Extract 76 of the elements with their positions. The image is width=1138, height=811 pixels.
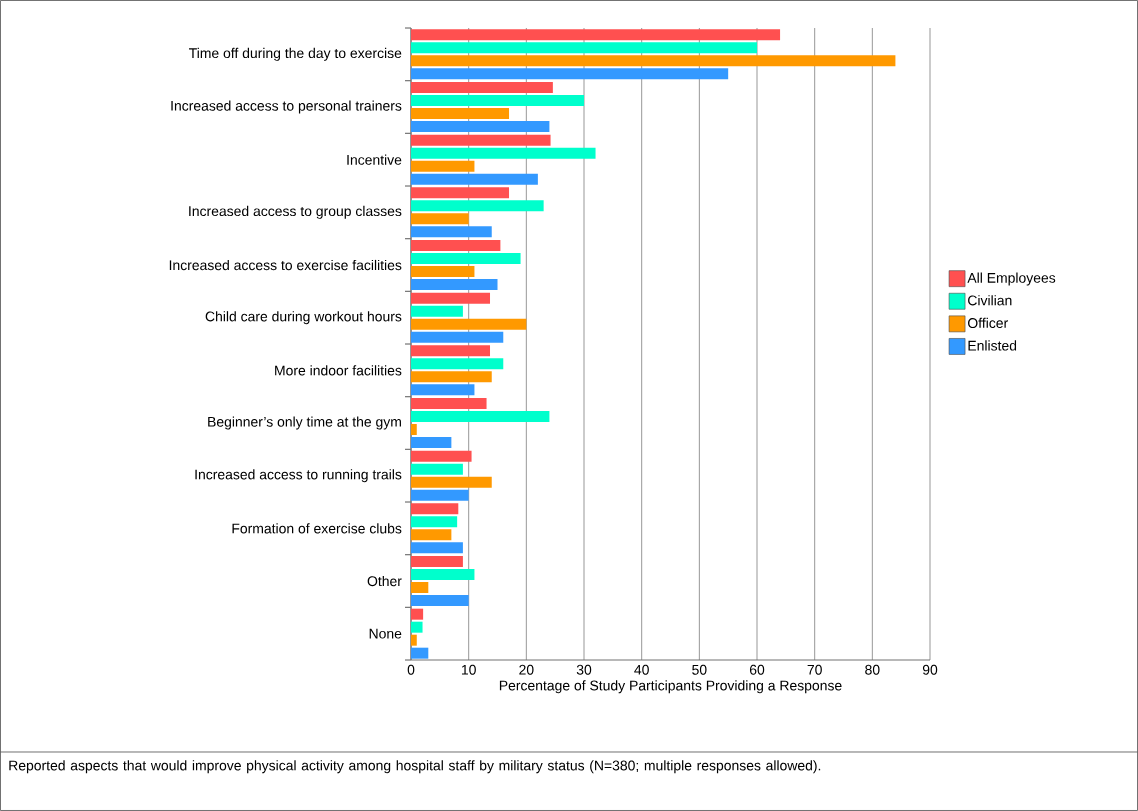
bar [411,331,504,343]
y-tick-label: Incentive [347,154,402,165]
x-axis-title: Percentage of Study Participants Providing a Response [499,680,842,694]
bar [411,345,491,357]
x-tick-label: 20 [519,664,534,675]
legend-label: Civilian [968,295,1012,306]
bar [411,147,596,159]
bar [411,253,521,265]
bar [411,292,491,304]
bar [411,398,487,410]
bar [411,318,527,330]
bar [411,200,544,212]
y-tick-label: Increased access to group classes [189,205,402,219]
bar [411,529,452,541]
bar [411,305,463,317]
y-tick-label: More indoor facilities [275,365,402,376]
x-tick-label: 90 [922,664,938,675]
y-tick-label: Time off during the day to exercise [189,47,402,61]
legend-label: Enlisted [968,340,1017,351]
y-tick-label: Increased access to exercise facilities [169,259,402,271]
bar [411,437,452,449]
bar [411,621,423,633]
bar [411,29,781,41]
bar [411,424,417,436]
bar [411,503,459,515]
y-tick-label: Beginner’s only time at the gym [208,416,401,430]
bar [411,226,492,238]
bar [411,173,538,185]
bar [411,556,463,568]
x-tick-label: 10 [461,664,476,675]
bar [411,42,758,54]
bar [411,371,492,383]
bar [411,279,498,291]
bar [411,55,896,67]
x-tick-label: 50 [692,664,707,675]
legend-label: Officer [968,317,1008,329]
bar [411,384,475,396]
bar [411,108,510,120]
bar [411,582,429,594]
bar [411,463,463,475]
y-tick-label: Increased access to running trails [195,469,402,483]
x-tick-label: 80 [865,664,880,675]
y-tick-label: Formation of exercise clubs [232,523,402,534]
x-tick-label: 60 [749,664,765,675]
x-tick-label: 30 [576,664,592,675]
bar [411,476,492,488]
y-tick-label: Other [367,575,402,587]
bar [411,489,469,501]
x-tick-label: 0 [407,664,415,675]
bar [411,68,729,80]
bar [411,134,551,146]
bar [411,266,475,278]
y-tick-label: Increased access to personal trainers [171,100,402,114]
bar [411,569,475,581]
y-tick-label: Child care during workout hours [205,311,402,325]
text: Reported aspects that would improve physical activity among hospital staff by military status (N=380; multiple responses allowed). [9,760,821,774]
bar [411,82,553,94]
bar [411,95,585,107]
y-tick-label: None [369,628,402,639]
bar [411,634,417,646]
bar [411,516,458,528]
bar [411,542,463,554]
bar [411,240,501,252]
bar [411,213,469,225]
legend-label: All Employees [967,272,1056,286]
bar [411,160,475,172]
x-tick-label: 70 [807,664,822,675]
bar [411,647,429,659]
bar [411,595,469,607]
bar [411,450,472,462]
bar [411,608,424,620]
bar [411,358,504,370]
bar [411,121,550,133]
bar [411,411,550,423]
bar [411,187,510,199]
x-tick-label: 40 [634,664,649,675]
